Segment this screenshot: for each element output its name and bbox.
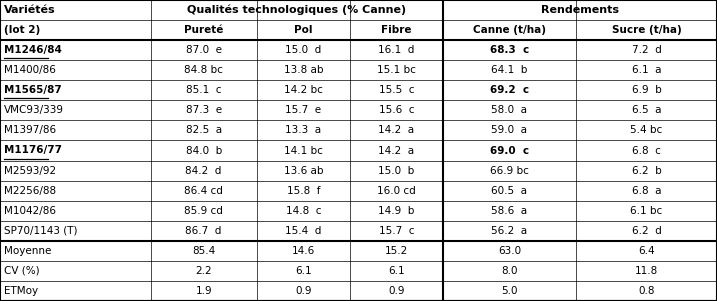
Text: Pol: Pol xyxy=(294,25,313,35)
Text: 84.2  d: 84.2 d xyxy=(186,166,222,175)
Text: 84.8 bc: 84.8 bc xyxy=(184,65,223,75)
Text: 15.0  d: 15.0 d xyxy=(285,45,321,55)
Text: 82.5  a: 82.5 a xyxy=(186,126,222,135)
Text: 15.7  e: 15.7 e xyxy=(285,105,321,115)
Text: ETMoy: ETMoy xyxy=(4,286,39,296)
Text: 6.1: 6.1 xyxy=(295,266,312,276)
Text: 15.7  c: 15.7 c xyxy=(379,226,414,236)
Text: Variétés: Variétés xyxy=(4,5,56,15)
Text: 8.0: 8.0 xyxy=(501,266,518,276)
Text: Moyenne: Moyenne xyxy=(4,246,52,256)
Text: 63.0: 63.0 xyxy=(498,246,521,256)
Text: 6.1: 6.1 xyxy=(388,266,405,276)
Text: Qualités technologiques (% Canne): Qualités technologiques (% Canne) xyxy=(187,5,407,15)
Text: 68.3  c: 68.3 c xyxy=(490,45,529,55)
Text: Pureté: Pureté xyxy=(184,25,223,35)
Text: 6.9  b: 6.9 b xyxy=(632,85,661,95)
Text: 2.2: 2.2 xyxy=(195,266,212,276)
Text: 85.4: 85.4 xyxy=(192,246,215,256)
Text: 16.0 cd: 16.0 cd xyxy=(377,186,416,196)
Text: CV (%): CV (%) xyxy=(4,266,40,276)
Text: 15.6  c: 15.6 c xyxy=(379,105,414,115)
Text: Rendements: Rendements xyxy=(541,5,619,15)
Text: 85.9 cd: 85.9 cd xyxy=(184,206,223,216)
Text: Canne (t/ha): Canne (t/ha) xyxy=(473,25,546,35)
Text: 66.9 bc: 66.9 bc xyxy=(490,166,529,175)
Text: M1176/77: M1176/77 xyxy=(4,145,62,156)
Text: 6.4: 6.4 xyxy=(638,246,655,256)
Text: 58.6  a: 58.6 a xyxy=(491,206,528,216)
Text: 15.8  f: 15.8 f xyxy=(287,186,320,196)
Text: 15.2: 15.2 xyxy=(385,246,408,256)
Text: 13.6 ab: 13.6 ab xyxy=(283,166,323,175)
Text: 14.2  a: 14.2 a xyxy=(379,145,414,156)
Text: 14.1 bc: 14.1 bc xyxy=(284,145,323,156)
Text: 6.8  a: 6.8 a xyxy=(632,186,661,196)
Text: 14.2 bc: 14.2 bc xyxy=(284,85,323,95)
Text: 0.9: 0.9 xyxy=(388,286,405,296)
Text: 14.6: 14.6 xyxy=(292,246,315,256)
Text: 1.9: 1.9 xyxy=(195,286,212,296)
Text: 15.4  d: 15.4 d xyxy=(285,226,321,236)
Text: 56.2  a: 56.2 a xyxy=(491,226,528,236)
Text: 15.0  b: 15.0 b xyxy=(379,166,414,175)
Text: 0.8: 0.8 xyxy=(638,286,655,296)
Text: 0.9: 0.9 xyxy=(295,286,312,296)
Text: 87.0  e: 87.0 e xyxy=(186,45,222,55)
Text: Fibre: Fibre xyxy=(381,25,412,35)
Text: M1400/86: M1400/86 xyxy=(4,65,56,75)
Text: M1246/84: M1246/84 xyxy=(4,45,62,55)
Text: 85.1  c: 85.1 c xyxy=(186,85,222,95)
Text: (lot 2): (lot 2) xyxy=(4,25,41,35)
Text: 87.3  e: 87.3 e xyxy=(186,105,222,115)
Text: 15.1 bc: 15.1 bc xyxy=(377,65,416,75)
Text: 14.2  a: 14.2 a xyxy=(379,126,414,135)
Text: 7.2  d: 7.2 d xyxy=(632,45,661,55)
Text: 6.2  b: 6.2 b xyxy=(632,166,661,175)
Text: 69.2  c: 69.2 c xyxy=(490,85,529,95)
Text: 6.1 bc: 6.1 bc xyxy=(630,206,663,216)
Text: M2256/88: M2256/88 xyxy=(4,186,57,196)
Text: SP70/1143 (T): SP70/1143 (T) xyxy=(4,226,78,236)
Text: M1565/87: M1565/87 xyxy=(4,85,62,95)
Text: M1042/86: M1042/86 xyxy=(4,206,57,216)
Text: 60.5  a: 60.5 a xyxy=(491,186,528,196)
Text: 11.8: 11.8 xyxy=(635,266,658,276)
Text: 14.9  b: 14.9 b xyxy=(379,206,414,216)
Text: 5.0: 5.0 xyxy=(501,286,518,296)
Text: 15.5  c: 15.5 c xyxy=(379,85,414,95)
Text: 69.0  c: 69.0 c xyxy=(490,145,529,156)
Text: VMC93/339: VMC93/339 xyxy=(4,105,65,115)
Text: 6.2  d: 6.2 d xyxy=(632,226,661,236)
Text: 6.1  a: 6.1 a xyxy=(632,65,661,75)
Text: 13.8 ab: 13.8 ab xyxy=(283,65,323,75)
Text: 13.3  a: 13.3 a xyxy=(285,126,321,135)
Text: 86.4 cd: 86.4 cd xyxy=(184,186,223,196)
Text: 84.0  b: 84.0 b xyxy=(186,145,222,156)
Text: M2593/92: M2593/92 xyxy=(4,166,57,175)
Text: 6.8  c: 6.8 c xyxy=(632,145,661,156)
Text: 6.5  a: 6.5 a xyxy=(632,105,661,115)
Text: 64.1  b: 64.1 b xyxy=(491,65,528,75)
Text: 16.1  d: 16.1 d xyxy=(379,45,414,55)
Text: 58.0  a: 58.0 a xyxy=(491,105,528,115)
Text: M1397/86: M1397/86 xyxy=(4,126,57,135)
Text: 59.0  a: 59.0 a xyxy=(491,126,528,135)
Text: 86.7  d: 86.7 d xyxy=(186,226,222,236)
Text: 14.8  c: 14.8 c xyxy=(285,206,321,216)
Text: 5.4 bc: 5.4 bc xyxy=(630,126,663,135)
Text: Sucre (t/ha): Sucre (t/ha) xyxy=(612,25,681,35)
